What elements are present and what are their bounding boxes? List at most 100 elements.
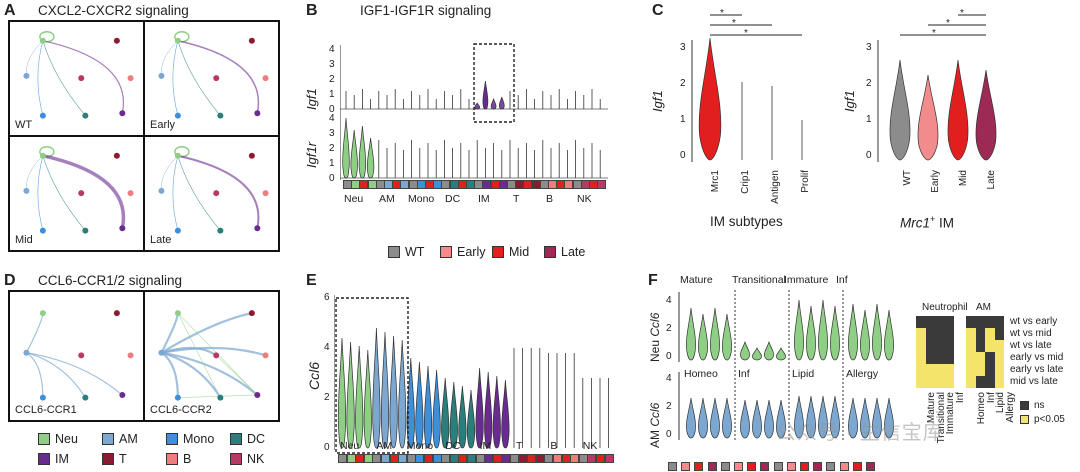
node-dc bbox=[82, 394, 89, 401]
tick-label: 4 bbox=[666, 295, 672, 306]
panel-f-violins bbox=[678, 290, 894, 442]
heatmap-cell bbox=[985, 376, 995, 388]
heatmap-cell bbox=[975, 328, 985, 340]
panel-c-right-xlabel: Mrc1+ IM bbox=[900, 214, 954, 231]
heatmap-row-label: wt vs mid bbox=[1010, 328, 1052, 339]
heatmap-cell bbox=[935, 328, 945, 340]
violin-ccl6 bbox=[389, 335, 398, 449]
violin-ccl6 bbox=[380, 331, 390, 449]
violin-neu bbox=[752, 347, 762, 361]
category-color-strip bbox=[381, 454, 390, 463]
panel-f-bottom-prefix: AM bbox=[648, 426, 662, 448]
legend-label: NK bbox=[247, 452, 265, 466]
node-dc bbox=[82, 112, 89, 119]
group-label-bottom: Homeo bbox=[684, 368, 718, 380]
heatmap-cell bbox=[975, 316, 985, 328]
category-color-strip bbox=[372, 454, 382, 463]
legend-swatch bbox=[102, 433, 114, 445]
legend-label: Neu bbox=[55, 432, 78, 446]
heatmap-row-label: early vs mid bbox=[1010, 352, 1064, 363]
violin-time bbox=[889, 59, 911, 161]
heatmap-cell bbox=[994, 340, 1004, 352]
violin-am bbox=[764, 399, 774, 439]
category-label: Mono bbox=[406, 440, 434, 452]
violin-ccl6 bbox=[337, 337, 347, 449]
category-label: T bbox=[516, 440, 523, 452]
node-b bbox=[262, 352, 269, 359]
heatmap-cell bbox=[935, 364, 945, 376]
category-color-strip bbox=[355, 454, 365, 463]
heatmap-cell bbox=[944, 316, 954, 328]
category-label: IM bbox=[478, 193, 490, 205]
node-nk bbox=[213, 352, 220, 359]
node-neu bbox=[174, 37, 181, 44]
node-nk bbox=[78, 190, 85, 197]
violin-am bbox=[848, 397, 858, 439]
legend-swatch bbox=[544, 246, 556, 258]
category-color-strip bbox=[389, 454, 399, 463]
category-label: IM bbox=[479, 440, 492, 452]
tick-label: 1 bbox=[680, 114, 686, 125]
violin-am bbox=[710, 397, 720, 439]
legend-label: Mid bbox=[509, 245, 530, 259]
heatmap-row-label: wt vs early bbox=[1010, 316, 1058, 327]
heatmap-row-label: wt vs late bbox=[1010, 340, 1052, 351]
group-label-top: Immature bbox=[784, 274, 829, 286]
sig-star: * bbox=[932, 28, 936, 39]
category-label: Neu bbox=[340, 440, 360, 452]
violin-am bbox=[776, 399, 786, 439]
legend-swatch bbox=[102, 453, 114, 465]
node-b bbox=[127, 352, 134, 359]
panel-f-label: F bbox=[648, 272, 658, 289]
panel-d-title: CCL6-CCR1/2 signaling bbox=[38, 273, 183, 288]
tick-label: 3 bbox=[329, 59, 335, 70]
violin-am bbox=[752, 399, 762, 439]
category-label: B bbox=[546, 193, 554, 205]
category-color-strip bbox=[596, 454, 605, 463]
node-am bbox=[23, 349, 30, 356]
edge bbox=[42, 155, 86, 231]
violin-ccl6 bbox=[458, 385, 467, 449]
node-neu bbox=[39, 37, 46, 44]
violin-ccl6 bbox=[355, 345, 364, 449]
violin-neu bbox=[686, 307, 696, 361]
tick-label: 2 bbox=[329, 74, 335, 85]
violin-ccl6 bbox=[449, 381, 458, 449]
violin-neu bbox=[764, 340, 774, 361]
node-b bbox=[127, 75, 134, 82]
category-color-strip bbox=[544, 454, 554, 463]
legend-label: B bbox=[183, 452, 192, 466]
violin-am bbox=[722, 397, 732, 439]
heatmap-cell bbox=[916, 328, 926, 340]
heatmap-cell bbox=[935, 376, 945, 388]
heatmap-cell bbox=[985, 364, 995, 376]
category-color-strip bbox=[760, 462, 770, 471]
category-color-strip bbox=[734, 462, 743, 471]
violin-igf1r bbox=[342, 117, 350, 179]
highlight-box bbox=[335, 297, 409, 454]
network-svg bbox=[158, 310, 269, 401]
category-label: Neu bbox=[344, 193, 364, 205]
heatmap-cell bbox=[944, 340, 954, 352]
violin-time bbox=[975, 69, 997, 161]
heatmap-cell bbox=[966, 352, 976, 364]
heatmap-cell bbox=[944, 376, 954, 388]
category-label: Mono bbox=[408, 193, 435, 205]
category-color-strip bbox=[527, 454, 537, 463]
edge bbox=[160, 312, 253, 354]
heatmap-row-label: mid vs late bbox=[1010, 376, 1058, 387]
network-cell: Mid bbox=[8, 135, 145, 252]
network-cell-label: CCL6-CCR2 bbox=[150, 404, 212, 416]
category-label: NK bbox=[577, 193, 592, 205]
tick-label: 3 bbox=[680, 42, 686, 53]
tick-label: 3 bbox=[866, 42, 872, 53]
node-am bbox=[23, 72, 30, 79]
category-color-strip bbox=[406, 454, 416, 463]
category-color-strip bbox=[475, 454, 485, 463]
heatmap-cell bbox=[994, 376, 1004, 388]
network-cell-label: CCL6-CCR1 bbox=[15, 404, 77, 416]
violin-ccl6 bbox=[475, 367, 484, 449]
panel-b-gene1-label: Igf1 bbox=[304, 88, 319, 110]
legend-label: Late bbox=[561, 245, 586, 259]
violin-ccl6 bbox=[441, 377, 450, 449]
